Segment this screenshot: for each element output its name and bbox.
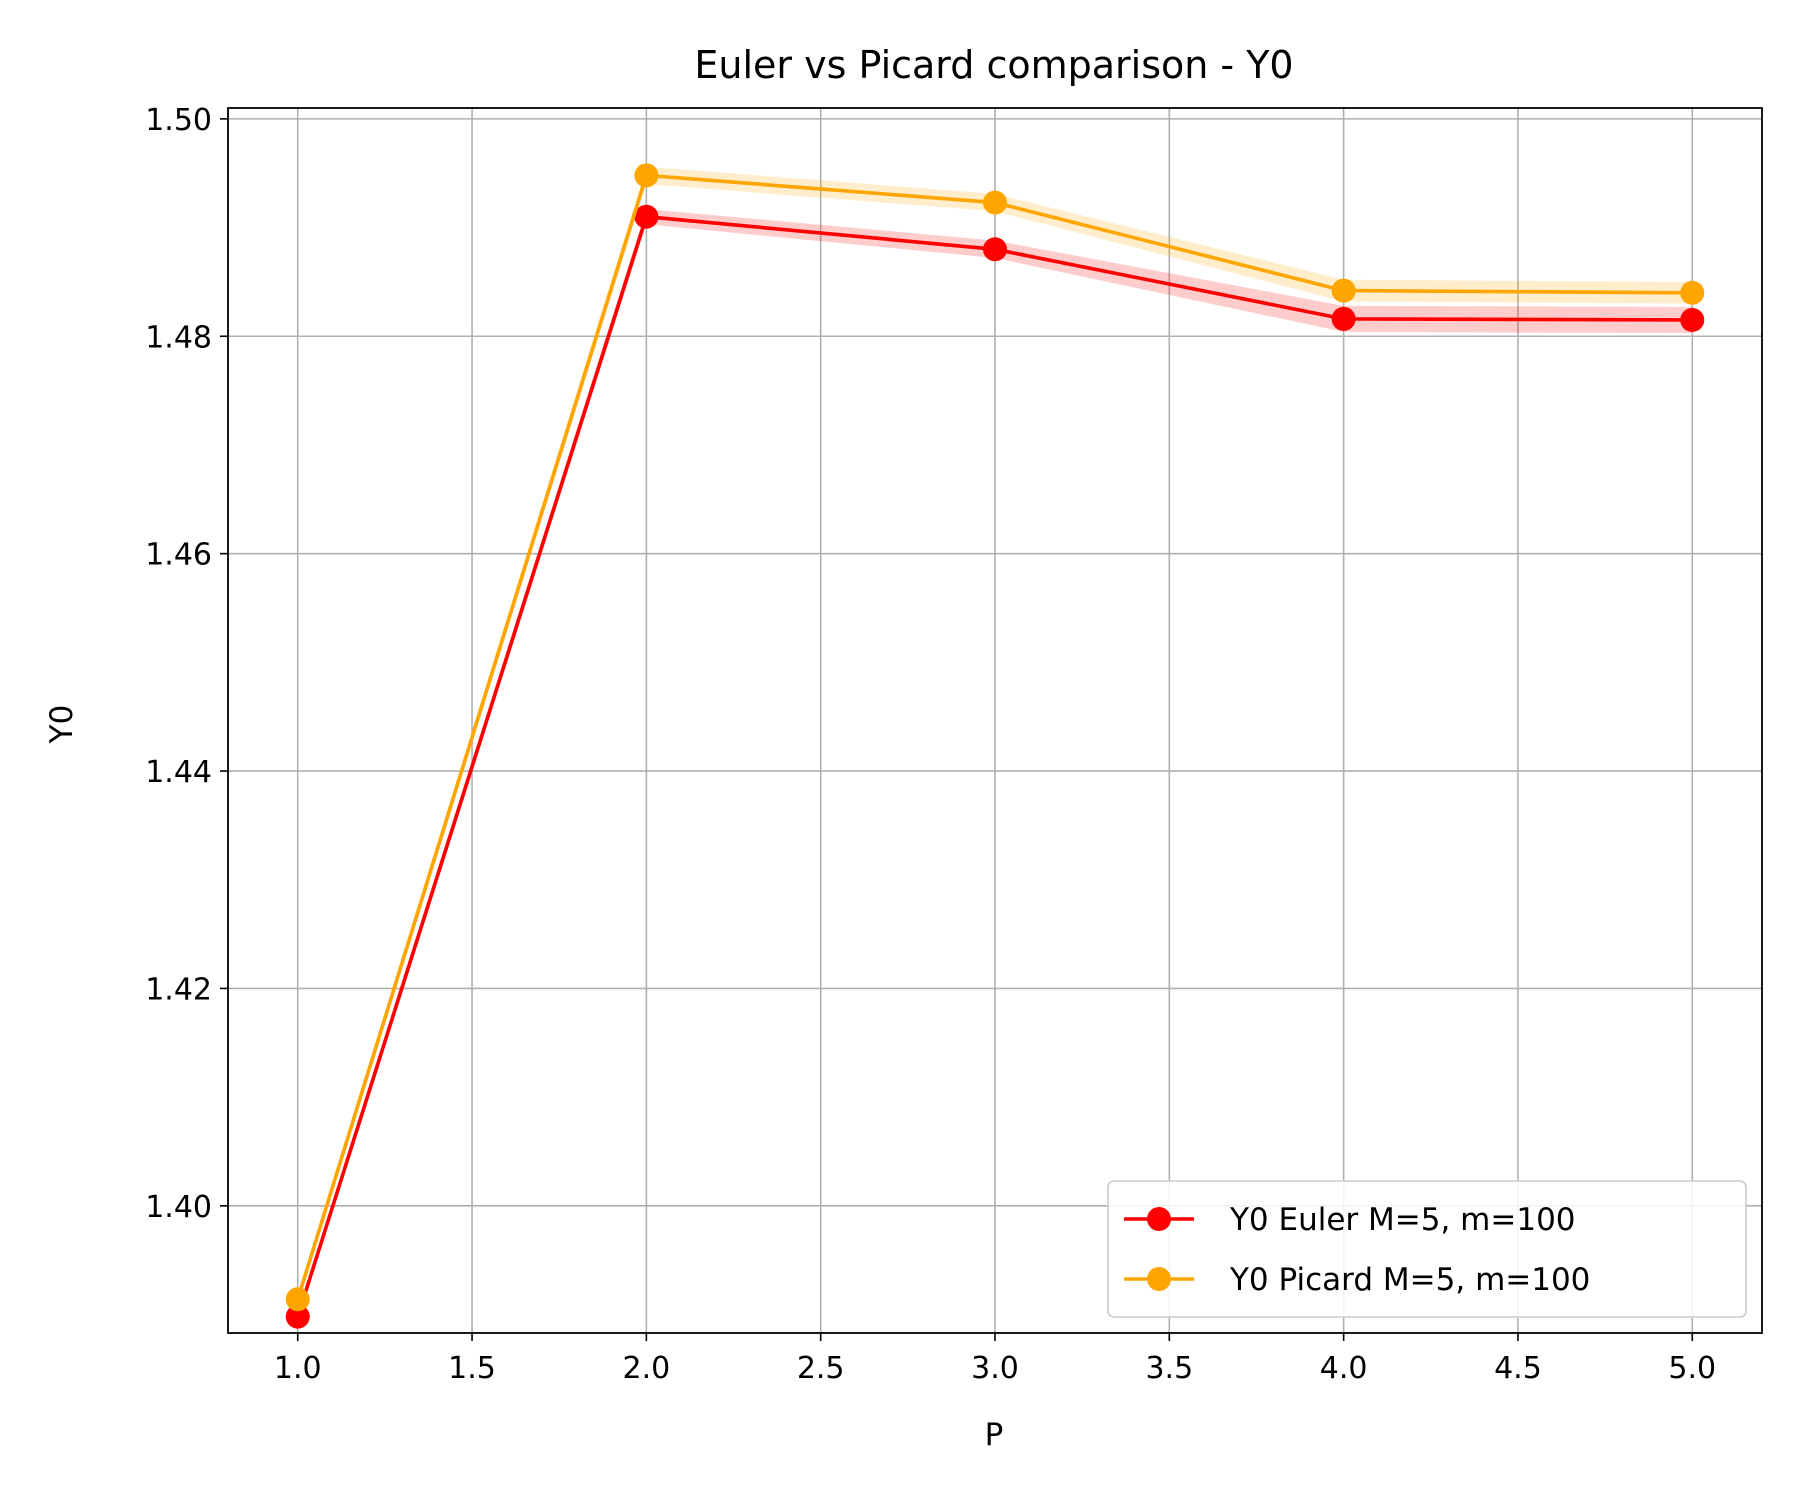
series-point-picard (285, 1287, 310, 1312)
x-tick-label: 3.0 (971, 1351, 1019, 1386)
y-tick-label: 1.40 (145, 1190, 212, 1225)
series-point-picard (1680, 280, 1705, 305)
series-point-picard (634, 163, 659, 188)
y-tick-label: 1.42 (145, 972, 212, 1007)
y-tick-label: 1.48 (145, 320, 212, 355)
series-point-euler (983, 237, 1007, 262)
plot-area: 1.0 1.5 2.0 2.5 3.0 3.5 4.0 4.5 5.0 1.40 1.42 1.44 1… (145, 103, 1763, 1386)
series-point-euler (1680, 307, 1705, 332)
legend-marker (1147, 1207, 1171, 1231)
series-point-picard (1331, 278, 1356, 303)
series-point-euler (285, 1304, 310, 1329)
y-axis-label: Y0 (44, 705, 80, 745)
legend-box (1107, 1180, 1747, 1318)
x-tick-label: 5.0 (1668, 1351, 1716, 1386)
legend: Y0 Euler M=5, m=100 Y0 Picard M=5, m=100 (1107, 1180, 1747, 1318)
x-axis-label: P (985, 1417, 1004, 1453)
y-tick-label: 1.46 (145, 538, 212, 573)
legend-label: Y0 Euler M=5, m=100 (1229, 1202, 1576, 1238)
x-tick-label: 1.5 (448, 1351, 496, 1386)
series-point-picard (983, 190, 1007, 215)
y-tick-label: 1.44 (145, 755, 212, 790)
legend-label: Y0 Picard M=5, m=100 (1229, 1262, 1590, 1298)
x-tick-label: 4.5 (1494, 1351, 1542, 1386)
y-tick-label: 1.50 (145, 103, 212, 138)
x-tick-label: 2.0 (623, 1351, 671, 1386)
legend-marker (1147, 1267, 1171, 1291)
series-point-euler (634, 204, 659, 229)
series-point-euler (1331, 306, 1356, 331)
x-tick-label: 1.0 (274, 1351, 322, 1386)
x-tick-label: 2.5 (797, 1351, 845, 1386)
x-tick-label: 3.5 (1145, 1351, 1193, 1386)
x-tick-label: 4.0 (1320, 1351, 1368, 1386)
chart-title: Euler vs Picard comparison - Y0 (694, 43, 1293, 87)
